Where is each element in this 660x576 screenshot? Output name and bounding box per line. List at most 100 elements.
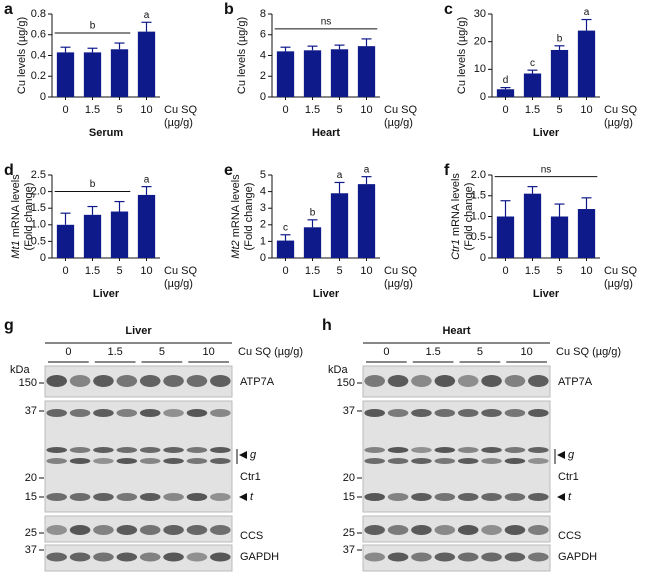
blot-band: [364, 525, 385, 535]
kda-label: kDa: [10, 364, 30, 376]
panel-label: g: [4, 317, 14, 334]
blot-band: [186, 458, 208, 464]
y-tick-label: 2: [260, 70, 266, 82]
blot-band: [210, 447, 231, 453]
blot-band: [210, 458, 231, 464]
y-tick-label: 8: [260, 8, 266, 20]
blot-band: [457, 447, 479, 453]
blot-band: [411, 409, 432, 417]
error-bar: [361, 176, 372, 185]
x-tick-label: 0: [62, 104, 68, 116]
x-unit-label: Cu SQ: [164, 104, 197, 116]
blot-band: [411, 447, 432, 453]
y-axis-label-gene: Mt2: [230, 240, 242, 258]
bar: [577, 30, 596, 98]
marker-label: 20: [343, 472, 355, 484]
blot-band: [411, 458, 432, 464]
blot-band: [364, 493, 385, 501]
unit-label: Cu SQ (µg/g): [556, 346, 621, 358]
y-axis-label: Cu levels (µg/g): [456, 17, 468, 94]
x-tick-label: 1.5: [85, 265, 100, 277]
y-axis-label: Ctr1 mRNA levels: [450, 173, 462, 260]
blot-band: [46, 447, 67, 453]
x-unit-label: (µg/g): [164, 117, 193, 129]
x-tick-label: 10: [140, 265, 152, 277]
y-tick-label: 2.0: [31, 186, 46, 198]
marker-label: 150: [19, 377, 37, 389]
blot-band: [457, 525, 479, 535]
x-tick-label: 1.5: [305, 104, 320, 116]
y-tick-label: 1.5: [471, 190, 486, 202]
blot-band: [504, 458, 526, 464]
blot-band: [387, 458, 409, 464]
x-tick-label: 1.5: [85, 104, 100, 116]
error-bar: [527, 186, 538, 194]
protein-label: GAPDH: [558, 551, 597, 563]
protein-label: GAPDH: [240, 551, 279, 563]
x-unit-label: (µg/g): [384, 117, 413, 129]
bar: [276, 240, 295, 258]
blot-band: [528, 525, 549, 535]
error-bar: [554, 45, 565, 50]
blot-band: [434, 409, 456, 417]
blot-band: [387, 525, 409, 535]
error-bar: [581, 18, 592, 31]
protein-label: ATP7A: [558, 376, 593, 388]
bar: [83, 214, 102, 258]
y-axis-label: Mt1 mRNA levels: [10, 174, 22, 259]
x-axis-title: Serum: [89, 127, 123, 139]
error-bar: [114, 42, 125, 50]
blot-band: [69, 552, 91, 562]
x-tick-label: 10: [580, 104, 592, 116]
x-tick-label: 5: [116, 265, 122, 277]
dose-label: 5: [159, 346, 165, 358]
blot-band: [434, 458, 456, 464]
bar: [303, 227, 322, 258]
y-tick-label: 0.8: [31, 8, 46, 20]
y-tick-label: 2: [260, 219, 266, 231]
tissue-label: Liver: [125, 325, 152, 337]
x-tick-label: 10: [360, 104, 372, 116]
blot-band: [387, 375, 409, 387]
panel-label: e: [224, 162, 233, 179]
x-tick-label: 5: [336, 265, 342, 277]
blot-band: [481, 552, 502, 562]
dose-label: 0: [65, 346, 71, 358]
x-axis-title: Liver: [533, 127, 560, 139]
bar: [303, 50, 322, 97]
error-bar: [334, 181, 345, 194]
x-tick-label: 5: [556, 265, 562, 277]
arrow: [239, 451, 247, 459]
dose-label: 1.5: [107, 346, 122, 358]
blot-band: [210, 525, 231, 535]
blot-band: [411, 493, 432, 501]
panel-label: a: [4, 1, 13, 18]
blot-band: [434, 447, 456, 453]
significance-label: a: [337, 170, 343, 181]
y-tick-label: 0.5: [31, 235, 46, 247]
blot-band: [163, 552, 184, 562]
marker-label: 37: [343, 405, 355, 417]
y-axis-label-gene: Ctr1: [450, 239, 462, 260]
bar: [110, 49, 129, 97]
marker-label: 37: [343, 544, 355, 556]
blot-band: [69, 525, 91, 535]
error-bar: [500, 86, 511, 90]
y-axis-label-text: Cu levels (µg/g): [456, 17, 468, 94]
bar: [357, 46, 376, 97]
blot-band: [210, 375, 231, 387]
x-axis-title: Heart: [312, 127, 340, 139]
y-tick-label: 4: [260, 49, 266, 61]
blot-band: [139, 409, 161, 417]
blot-band: [504, 409, 526, 417]
blot-band: [139, 525, 161, 535]
blot-band: [46, 552, 67, 562]
significance-label: a: [144, 174, 150, 185]
y-tick-label: 30: [474, 8, 486, 20]
error-bar: [141, 21, 152, 32]
dose-label: 1.5: [425, 346, 440, 358]
blot-band: [364, 409, 385, 417]
blot-band: [186, 525, 208, 535]
x-tick-label: 0: [282, 104, 288, 116]
bar: [276, 51, 295, 97]
